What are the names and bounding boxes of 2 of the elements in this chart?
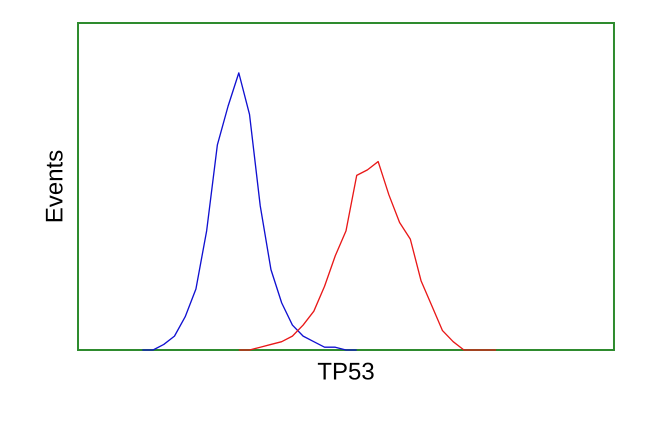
x-axis-title: TP53 (318, 362, 374, 380)
y-axis-title: Events (46, 150, 63, 222)
